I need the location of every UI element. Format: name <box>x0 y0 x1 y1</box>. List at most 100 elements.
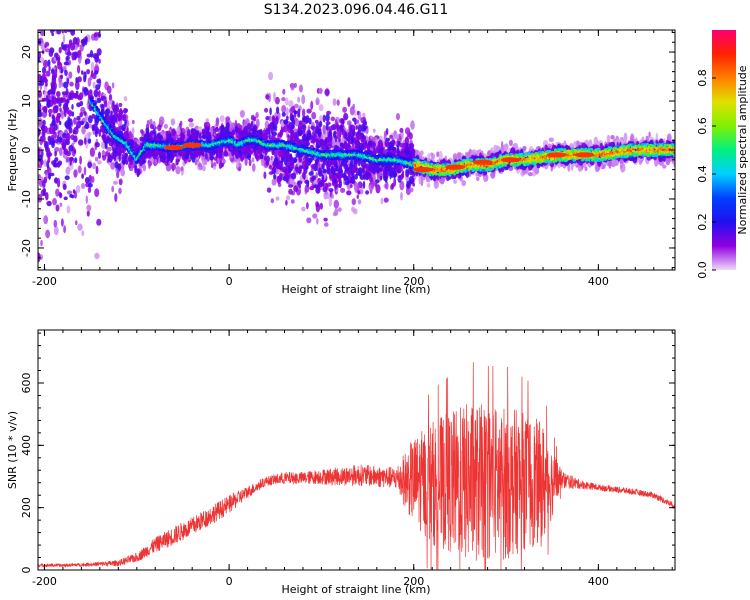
spectrogram-cell <box>291 199 295 204</box>
spectrogram-cell <box>99 128 104 133</box>
spectrogram-cell <box>66 150 71 157</box>
spectrogram-cell <box>90 70 94 78</box>
spectrogram-cell <box>343 174 347 182</box>
spectrogram-cell <box>88 123 93 129</box>
spectrogram-cell <box>271 167 276 172</box>
spectrogram-cell <box>76 0 79 6</box>
spectrogram-cell <box>94 70 99 75</box>
spectrogram-cell <box>391 150 398 155</box>
spectrogram-cell <box>175 166 181 175</box>
spectrogram-cell <box>54 139 59 144</box>
spectrogram-cell <box>89 147 95 157</box>
spectrogram-cell <box>38 193 43 203</box>
spectrogram-cell <box>65 132 71 142</box>
spectrogram-cell <box>302 137 308 141</box>
spectrogram-cell <box>350 184 353 188</box>
spectrogram-cell <box>271 115 275 123</box>
spectrogram-cell <box>47 90 51 95</box>
spectrogram-cell <box>315 202 321 213</box>
spectrogram-cell <box>91 176 95 183</box>
spectrogram-cell <box>52 30 56 32</box>
spectrogram-cell <box>273 162 280 167</box>
spectrogram-cell <box>44 24 48 29</box>
spectrogram-cell <box>62 34 66 43</box>
spectrogram-cell <box>43 59 49 68</box>
spectrogram-cell <box>118 178 123 186</box>
spectrogram-cell <box>343 112 349 121</box>
spectrogram-cell <box>58 136 63 143</box>
spectrogram-cell <box>121 124 126 131</box>
spectrogram-cell <box>318 139 324 144</box>
spectrogram-cell <box>124 152 128 158</box>
spectrogram-cell <box>68 22 73 28</box>
spectrogram-cell <box>375 184 381 194</box>
spectrogram-cell <box>181 134 185 144</box>
spectrogram-cell <box>48 108 53 114</box>
spectrogram-cell <box>41 130 45 137</box>
spectrogram-cell <box>268 132 271 140</box>
spectrogram-cell <box>393 165 397 170</box>
spectrogram-cell <box>224 149 227 155</box>
spectrogram-cell <box>176 126 181 136</box>
spectrogram-cell <box>75 77 79 84</box>
spectrogram-cell <box>244 156 248 166</box>
spectrogram-cell <box>265 94 270 100</box>
spectrogram-cell <box>393 147 397 151</box>
spectrogram-cell <box>306 180 310 188</box>
spectrogram-cell <box>508 139 513 146</box>
spectrogram-cell <box>198 132 202 140</box>
spectrogram-cell <box>349 106 355 116</box>
spectrogram-cell <box>427 153 432 158</box>
spectrogram-cell <box>325 193 331 200</box>
spectrogram-cell <box>418 174 422 185</box>
spectrogram-cell <box>276 176 282 185</box>
spectrogram-cell <box>221 162 225 167</box>
spectrogram-cell <box>322 124 326 135</box>
spectrogram-cell <box>337 168 343 174</box>
spectrogram-cell <box>401 170 405 179</box>
spectrogram-cell <box>90 61 95 72</box>
spectrogram-cell <box>40 239 43 247</box>
spectrogram-cell <box>60 110 64 120</box>
spectrogram-cell <box>293 110 299 115</box>
spectrogram-cell <box>297 180 300 187</box>
spectrogram-cell <box>255 111 259 119</box>
spectrogram-cell <box>119 119 122 126</box>
spectrogram-cell <box>342 106 347 113</box>
spectrogram-cell <box>158 116 165 125</box>
spectrogram-cell <box>202 159 205 166</box>
spectrogram-cell <box>111 185 115 193</box>
spectrogram-cell <box>351 206 355 213</box>
spectrogram-cell <box>436 151 439 158</box>
spectrogram-cell <box>305 115 310 124</box>
spectrogram-cell <box>108 142 113 147</box>
spectrogram-cell <box>73 117 77 125</box>
spectrogram-cell <box>53 226 59 236</box>
spectrogram-cell <box>264 155 267 161</box>
spectrogram-cell <box>79 112 83 118</box>
spectrogram-cell <box>92 81 96 89</box>
spectrogram-cell <box>96 48 102 56</box>
spectrogram-cell <box>131 127 135 135</box>
spectrogram-cell <box>608 159 612 169</box>
spectrogram-cell <box>73 0 78 2</box>
spectrogram-cell <box>62 132 67 139</box>
spectrogram-cell <box>115 111 118 119</box>
spectrogram-cell <box>63 44 67 50</box>
spectrogram-cell <box>60 74 64 80</box>
spectrogram-cell <box>111 82 115 89</box>
spectrogram-cell <box>319 114 323 122</box>
spectrogram-cell <box>285 107 289 117</box>
spectrogram-cell <box>184 155 189 160</box>
spectrogram-cell <box>73 169 78 178</box>
spectrogram-cell <box>250 120 254 128</box>
spectrogram-cell <box>70 30 76 36</box>
spectrogram-cell <box>610 135 615 140</box>
spectrogram-cell <box>299 84 303 93</box>
spectrogram-cell <box>357 199 362 205</box>
spectrogram-cell <box>409 187 414 193</box>
spectrogram-cell <box>66 125 71 130</box>
spectrogram-cell <box>87 77 92 87</box>
spectrogram-cell <box>346 120 352 126</box>
spectrogram-cell <box>623 132 628 142</box>
